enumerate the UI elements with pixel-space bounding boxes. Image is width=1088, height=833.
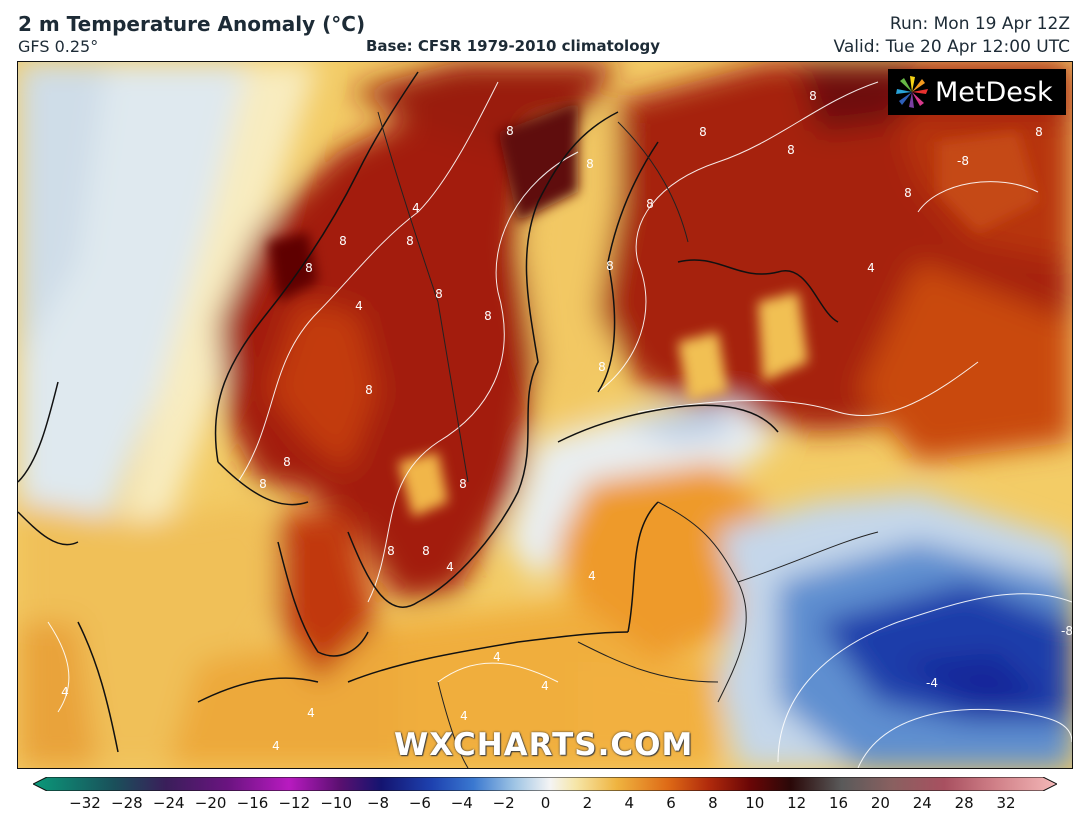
colorbar-tick-label: −28 [111,794,143,812]
colorbar-tick-label: −24 [152,794,185,812]
contour-label: 8 [646,197,654,211]
contour-label: -4 [926,676,938,690]
run-label: Run: Mon 19 Apr 12Z [889,14,1070,34]
colorbar-tick-label: −2 [492,794,515,812]
colorbar-tick-label: 6 [666,794,676,812]
colorbar-tick-label: 32 [996,794,1016,812]
colorbar-tick-label: 10 [745,794,765,812]
contour-label: 8 [606,259,614,273]
colorbar-tick-label: −10 [320,794,352,812]
colorbar-tick-label: −32 [69,794,101,812]
contour-label: 8 [406,234,414,248]
chart-title: 2 m Temperature Anomaly (°C) [18,12,366,36]
contour-label: 8 [586,157,594,171]
contour-label: 8 [598,360,606,374]
colorbar-tick-label: 2 [582,794,593,812]
anomaly-map: 8 8 8 8 8 8 8 8 8 8 8 8 8 8 8 8 8 8 8 8 … [17,61,1073,769]
contour-label: 4 [307,706,315,720]
colorbar-tick-label: 4 [624,794,634,812]
contour-label: 8 [787,143,795,157]
contour-label: 8 [506,124,514,138]
contour-label: 8 [1035,125,1043,139]
contour-label: 8 [339,234,347,248]
contour-label: 4 [412,201,420,215]
contour-label: -8 [1061,624,1072,638]
model-label: GFS 0.25° [18,37,99,56]
contour-label: 8 [459,477,467,491]
climatology-base-label: Base: CFSR 1979-2010 climatology [366,37,661,55]
contour-label: 4 [867,261,875,275]
contour-label: 4 [541,679,549,693]
colorbar-tick-label: 0 [540,794,551,812]
logo-text: MetDesk [935,77,1053,108]
contour-label: 8 [699,125,707,139]
colorbar-tick-label: −12 [278,794,311,812]
colorbar-tick-label: −8 [366,794,390,812]
contour-label: 8 [387,544,395,558]
colorbar-tick-label: 8 [708,794,718,812]
color-scale-ticks: −32 −28 −24 −20 −16 −12 −10 −8 −6 −4 −2 0 2 4 6 8 10 12 16… [0,794,1088,818]
contour-label: 8 [305,261,313,275]
pinwheel-logo-icon [896,76,928,108]
contour-label: 4 [460,709,468,723]
contour-label: -8 [957,154,969,168]
contour-label: 4 [446,560,454,574]
contour-label: 8 [904,186,912,200]
colorbar-tick-label: −4 [450,794,473,812]
contour-label: 4 [272,739,280,753]
contour-label: 8 [422,544,430,558]
contour-label: 4 [61,685,69,699]
contour-label: 8 [259,477,267,491]
colorbar-tick-label: 20 [870,794,890,812]
contour-label: 4 [493,650,501,664]
contour-label: 8 [283,455,291,469]
watermark: WXCHARTS.COM [394,727,694,763]
colorbar-tick-label: 12 [787,794,807,812]
valid-time-label: Valid: Tue 20 Apr 12:00 UTC [833,37,1070,57]
contour-label: 4 [355,299,363,313]
colorbar-tick-label: 16 [828,794,849,812]
color-scale-bar [33,777,1057,791]
contour-label: 8 [484,309,492,323]
colorbar-tick-label: −20 [194,794,227,812]
colorbar-tick-label: 24 [912,794,932,812]
colorbar-tick-label: 28 [954,794,974,812]
colorbar-tick-label: −16 [236,794,269,812]
contour-label: 8 [365,383,373,397]
colorbar-tick-label: −6 [408,794,431,812]
contour-label: 8 [809,89,817,103]
contour-label: 8 [435,287,443,301]
metdesk-logo: MetDesk [888,69,1066,115]
contour-label: 4 [588,569,596,583]
